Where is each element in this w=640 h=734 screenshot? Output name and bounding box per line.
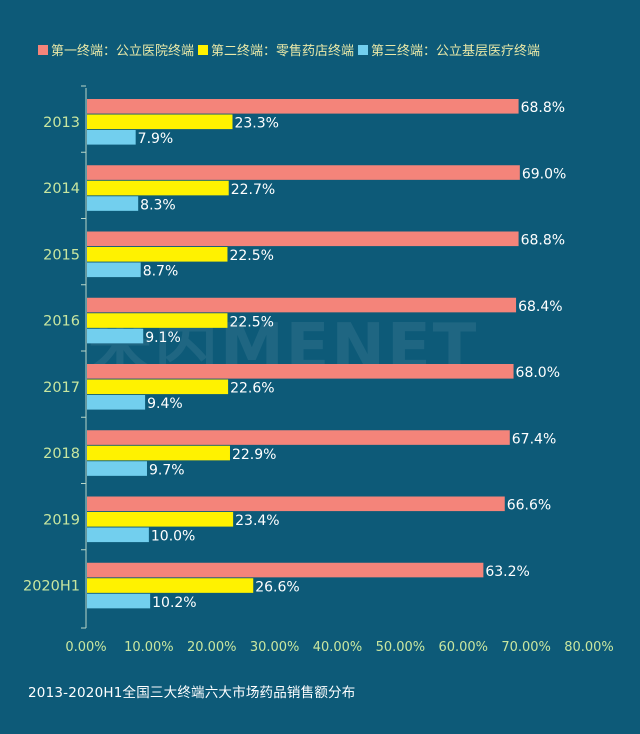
bar-2 [87,578,254,593]
category-label: 2016 [43,314,80,330]
category-label: 2019 [43,512,80,528]
legend-item-2: 第二终端：零售药店终端 [198,40,354,59]
legend-label-2: 第二终端：零售药店终端 [211,44,355,59]
x-tick-label: 0.00% [65,640,106,655]
bar-2 [87,512,234,527]
data-label: 9.7% [149,462,185,478]
legend-label-3: 第三终端：公立基层医疗终端 [371,44,541,59]
bar-2 [87,379,229,395]
legend-item-3: 第三终端：公立基层医疗终端 [358,40,540,59]
data-label: 69.0% [522,166,566,182]
data-label: 8.3% [140,197,176,213]
bar-1 [87,297,517,313]
data-label: 22.5% [229,248,273,264]
data-label: 23.4% [235,513,279,529]
data-label: 68.8% [521,100,565,116]
bar-1 [87,562,484,578]
category-label: 2015 [43,247,80,263]
data-label: 68.8% [521,233,565,249]
data-label: 9.1% [145,330,181,346]
bar-3 [87,593,151,609]
legend-swatch-3 [358,44,369,55]
x-tick-label: 60.00% [438,640,488,655]
bar-2 [87,445,230,461]
bar-3 [87,328,144,344]
data-label: 10.0% [151,529,195,545]
data-label: 63.2% [485,564,529,580]
bar-3 [87,130,136,145]
x-tick-label: 30.00% [250,640,300,655]
bar-1 [87,99,519,114]
bar-1 [87,430,510,445]
chart-caption: 2013-2020H1全国三大终端六大市场药品销售额分布 [28,685,356,701]
data-label: 68.4% [518,299,562,315]
data-label: 7.9% [138,131,174,147]
data-label: 9.4% [147,396,183,412]
x-tick-label: 20.00% [187,640,237,655]
legend-swatch-2 [198,44,209,55]
x-tick-label: 40.00% [313,640,363,655]
bar-2 [87,180,229,196]
bar-1 [87,496,505,512]
data-label: 67.4% [512,431,556,447]
bar-3 [87,527,149,543]
x-tick-label: 70.00% [501,640,551,655]
data-label: 10.2% [152,595,196,611]
category-label: 2018 [43,446,80,462]
x-tick-label: 10.00% [124,640,174,655]
bar-2 [87,114,233,130]
bar-2 [87,247,228,262]
bar-2 [87,313,228,328]
legend-item-1: 第一终端：公立医院终端 [38,40,194,59]
category-label: 2014 [43,181,80,197]
category-label: 2017 [43,380,80,396]
x-tick-label: 50.00% [376,640,426,655]
data-label: 22.7% [231,182,275,198]
bar-3 [87,395,146,410]
data-label: 68.0% [516,365,560,381]
x-tick-label: 80.00% [564,640,614,655]
data-label: 22.6% [230,381,274,397]
data-label: 23.3% [234,116,278,132]
data-label: 26.6% [255,579,299,595]
data-label: 66.6% [507,498,551,514]
bar-1 [87,364,514,379]
data-label: 8.7% [143,264,179,280]
bar-3 [87,461,147,476]
legend-swatch-1 [38,44,48,55]
category-label: 2013 [43,115,80,131]
bar-1 [87,231,519,247]
bar-3 [87,196,139,211]
data-label: 22.9% [232,447,276,463]
data-label: 22.5% [229,314,273,330]
category-label: 2020H1 [23,579,80,595]
bar-1 [87,165,520,180]
bar-3 [87,262,141,278]
legend: 第一终端：公立医院终端 第二终端：零售药店终端 第三终端：公立基层医疗终端 [38,40,540,59]
legend-label-1: 第一终端：公立医院终端 [51,44,195,59]
